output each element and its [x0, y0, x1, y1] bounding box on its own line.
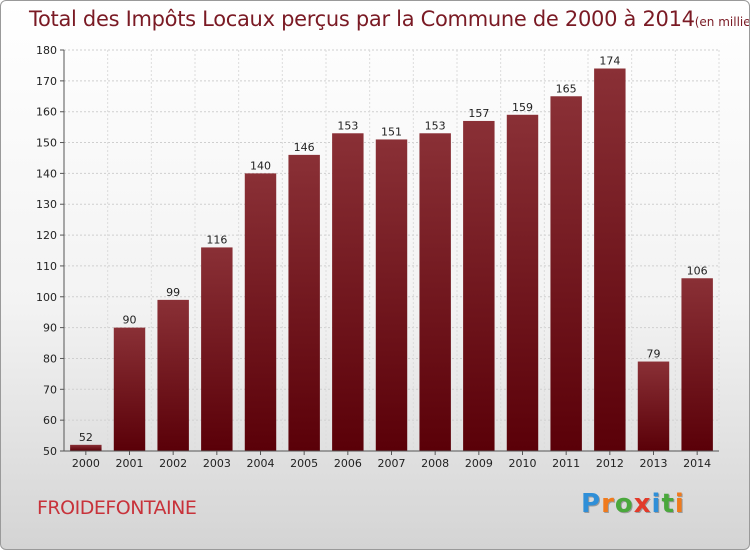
- bar-2000: [70, 444, 102, 451]
- x-tick-label: 2008: [421, 457, 449, 470]
- bar-2012: [594, 68, 626, 451]
- data-label-2006: 153: [337, 119, 358, 132]
- data-label-2001: 90: [123, 314, 137, 327]
- bar-2006: [332, 133, 364, 452]
- y-tick-label: 170: [36, 75, 57, 88]
- bar-2009: [463, 120, 495, 451]
- logo-letter: i: [674, 489, 685, 519]
- bar-2004: [244, 173, 277, 451]
- commune-name: FROIDEFONTAINE: [37, 497, 197, 519]
- bar-2002: [157, 299, 189, 451]
- y-tick-label: 150: [36, 137, 57, 150]
- logo-letter: r: [601, 489, 615, 519]
- data-label-2003: 116: [206, 233, 227, 246]
- bar-2001: [113, 327, 146, 451]
- y-tick-label: 140: [36, 167, 57, 180]
- x-tick-label: 2010: [509, 457, 537, 470]
- x-tick-label: 2007: [378, 457, 406, 470]
- bar-2013: [637, 361, 670, 451]
- data-label-2011: 165: [556, 82, 577, 95]
- y-tick-label: 180: [36, 44, 57, 57]
- data-label-2010: 159: [512, 101, 533, 114]
- y-tick-label: 80: [43, 352, 57, 365]
- data-label-2012: 174: [599, 55, 620, 68]
- x-tick-label: 2005: [290, 457, 318, 470]
- x-tick-label: 2012: [596, 457, 624, 470]
- y-tick-label: 120: [36, 229, 57, 242]
- data-label-2000: 52: [79, 431, 93, 444]
- data-label-2005: 146: [294, 141, 315, 154]
- x-tick-label: 2014: [683, 457, 711, 470]
- y-tick-label: 70: [43, 383, 57, 396]
- x-tick-label: 2009: [465, 457, 493, 470]
- data-label-2002: 99: [166, 286, 180, 299]
- y-tick-label: 130: [36, 198, 57, 211]
- x-tick-label: 2002: [159, 457, 187, 470]
- x-tick-label: 2004: [247, 457, 275, 470]
- y-tick-label: 110: [36, 260, 57, 273]
- x-tick-label: 2006: [334, 457, 362, 470]
- bar-2003: [201, 247, 233, 451]
- data-label-2008: 153: [425, 119, 446, 132]
- chart-title-main: Total des Impôts Locaux perçus par la Co…: [29, 7, 695, 31]
- bar-2005: [288, 154, 320, 451]
- x-tick-label: 2000: [72, 457, 100, 470]
- data-label-2007: 151: [381, 125, 402, 138]
- proxiti-logo: Proxiti: [581, 489, 685, 519]
- logo-letter: t: [661, 489, 675, 519]
- bar-2011: [550, 96, 582, 452]
- y-tick-label: 100: [36, 291, 57, 304]
- bar-2007: [375, 139, 408, 451]
- logo-letter: o: [614, 489, 634, 519]
- bars: [70, 68, 713, 452]
- x-tick-label: 2001: [116, 457, 144, 470]
- bar-2010: [506, 114, 539, 452]
- chart-title: Total des Impôts Locaux perçus par la Co…: [29, 7, 750, 31]
- logo-letter: i: [651, 489, 662, 519]
- y-tick-label: 90: [43, 322, 57, 335]
- chart-title-unit: (en milliers d'€): [694, 15, 750, 29]
- data-label-2014: 106: [687, 264, 708, 277]
- data-label-2009: 157: [468, 107, 489, 120]
- logo-letter: x: [633, 489, 652, 519]
- logo-letter: P: [581, 489, 602, 519]
- y-tick-label: 50: [43, 445, 57, 458]
- axes: 50 60 70 80 90 100 110 120 130 140 150 160 170 180 52 2…: [36, 44, 719, 470]
- data-label-2013: 79: [647, 348, 661, 361]
- data-label-2004: 140: [250, 159, 271, 172]
- bar-2008: [419, 133, 451, 452]
- bar-2014: [681, 278, 713, 451]
- y-tick-label: 60: [43, 414, 57, 427]
- x-tick-label: 2011: [552, 457, 580, 470]
- x-tick-label: 2013: [640, 457, 668, 470]
- x-tick-label: 2003: [203, 457, 231, 470]
- y-tick-label: 160: [36, 106, 57, 119]
